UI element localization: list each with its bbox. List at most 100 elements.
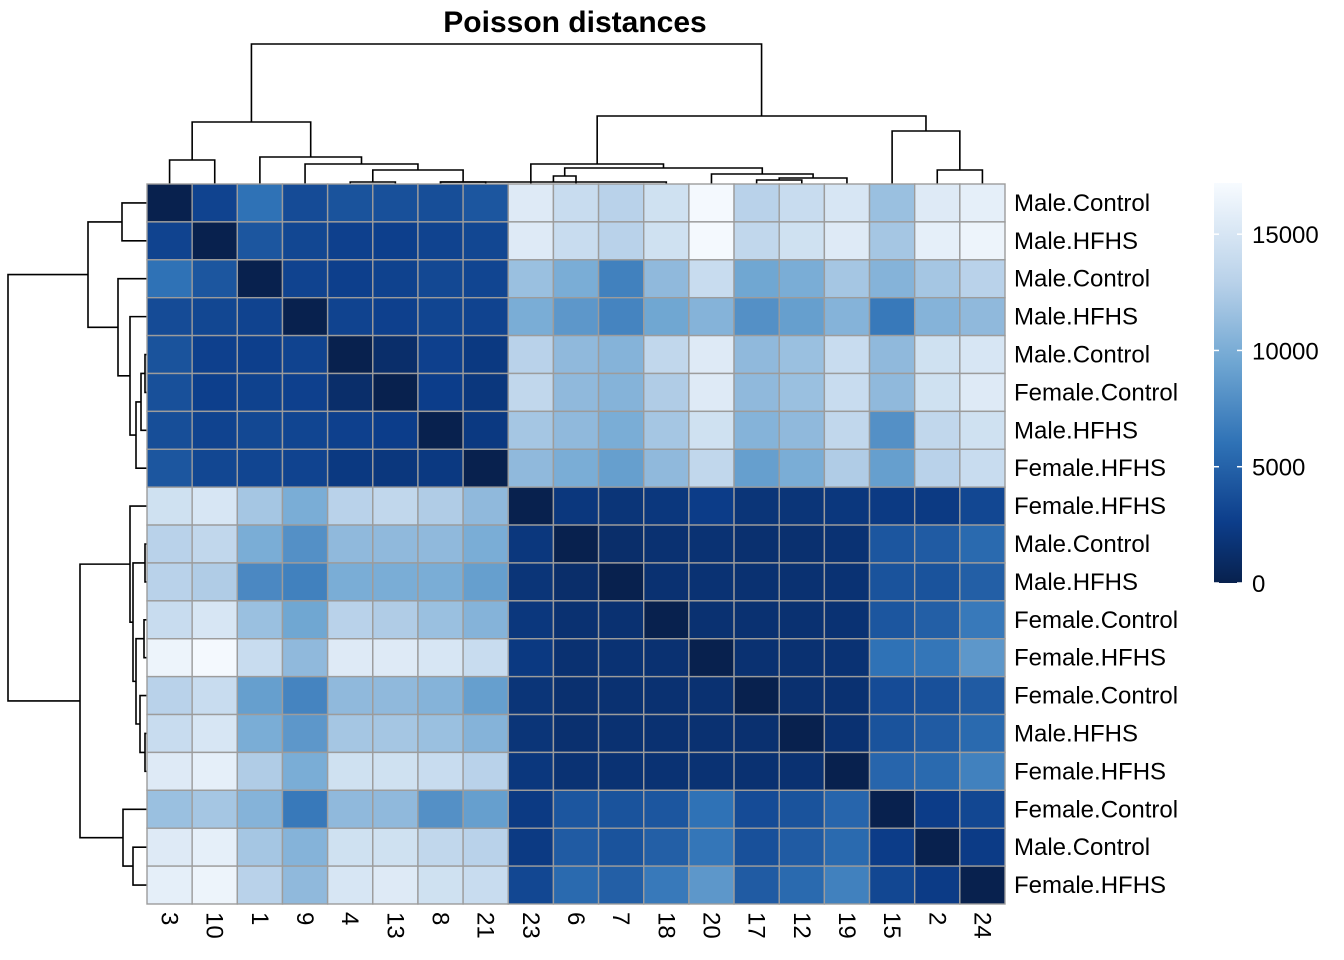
heatmap-cell [146,221,193,261]
heatmap-cell [643,789,690,829]
heatmap-cell [236,600,284,640]
row-label: Male.Control [1014,531,1150,558]
dendrogram-branch [596,115,927,164]
heatmap-cell [913,675,961,716]
dendrogram-branch [891,130,961,184]
heatmap-cell [552,221,600,261]
dendrogram-branch [304,163,419,184]
heatmap-cell [868,296,916,337]
heatmap-cell [597,296,645,337]
dendrogram-branch [139,694,147,754]
heatmap-cell [326,372,374,413]
heatmap-cell [597,600,645,640]
heatmap-cell [507,524,555,564]
heatmap-cell [597,334,645,375]
heatmap-cell [913,865,961,905]
column-label: 10 [201,912,228,939]
heatmap-cell [733,827,780,867]
heatmap-cell [372,448,419,488]
heatmap-cell [778,183,826,223]
heatmap-cell [868,372,916,413]
legend-colorbar [1214,183,1242,583]
heatmap-cell [868,334,916,375]
heatmap-cell [733,410,780,450]
chart-title: Poisson distances [443,6,706,39]
heatmap-cell [688,600,735,640]
heatmap-cell [868,638,916,678]
heatmap-cell [462,486,509,526]
dendrogram-branch [117,277,147,377]
heatmap-cell [868,259,916,299]
row-label: Male.Control [1014,834,1150,861]
heatmap-cell [507,789,555,829]
heatmap-cell [146,562,193,602]
heatmap-cell [643,259,690,299]
heatmap-cell [959,751,1006,792]
heatmap-cell [778,524,826,564]
heatmap-cell [688,296,735,337]
heatmap-cell [372,296,419,337]
heatmap-cell [236,675,284,716]
heatmap-cell [868,713,916,754]
heatmap-cell [146,524,193,564]
heatmap-cell [552,675,600,716]
heatmap-cell [913,638,961,678]
heatmap-cell [868,410,916,450]
heatmap-cell [326,448,374,488]
heatmap-cell [191,372,239,413]
heatmap-cell [778,713,826,754]
heatmap-cell [507,751,555,792]
heatmap-cell [733,259,780,299]
heatmap-cell [507,562,555,602]
heatmap-cell [236,296,284,337]
heatmap-cell [462,259,509,299]
heatmap-cell [823,562,871,602]
row-label: Female.Control [1014,379,1178,406]
heatmap-cell [823,713,871,754]
heatmap-cell [462,221,509,261]
heatmap-cell [688,334,735,375]
heatmap-cell [281,638,329,678]
heatmap-cell [462,713,509,754]
heatmap-cell [643,675,690,716]
heatmap-cell [688,259,735,299]
dendrogram-branch [259,156,363,184]
heatmap-cell [552,789,600,829]
heatmap-cell [146,789,193,829]
column-labels: 3 10 1 9 4 13 8 21 23 6 7 18 20 17 12 19 15 2 24 [156,912,996,939]
heatmap-cell [733,486,780,526]
heatmap-cell [552,751,600,792]
heatmap-cell [643,865,690,905]
heatmap-cell [778,675,826,716]
heatmap-cell [733,638,780,678]
row-label: Male.HFHS [1014,720,1138,747]
heatmap-cell [688,675,735,716]
heatmap-cell [552,486,600,526]
heatmap-cell [417,372,464,413]
heatmap-cell [688,562,735,602]
heatmap-cell [868,448,916,488]
heatmap-cell [959,259,1006,299]
heatmap-cell [417,638,464,678]
heatmap-cell [191,713,239,754]
heatmap-cell [191,751,239,792]
heatmap-cell [733,372,780,413]
heatmap-cell [372,221,419,261]
heatmap-cell [281,296,329,337]
heatmap-cell [688,410,735,450]
heatmap-cell [733,334,780,375]
heatmap-cell [417,751,464,792]
heatmap-cell [552,713,600,754]
heatmap-cell [959,713,1006,754]
heatmap-cell [507,334,555,375]
heatmap-cell [507,486,555,526]
heatmap-cell [913,448,961,488]
heatmap-cell [552,372,600,413]
heatmap-cell [643,751,690,792]
row-label: Female.HFHS [1014,758,1166,785]
heatmap-cell [959,789,1006,829]
heatmap-cell [868,486,916,526]
legend-tick-label: 0 [1252,571,1265,598]
heatmap-cell [913,789,961,829]
heatmap-cell [462,524,509,564]
